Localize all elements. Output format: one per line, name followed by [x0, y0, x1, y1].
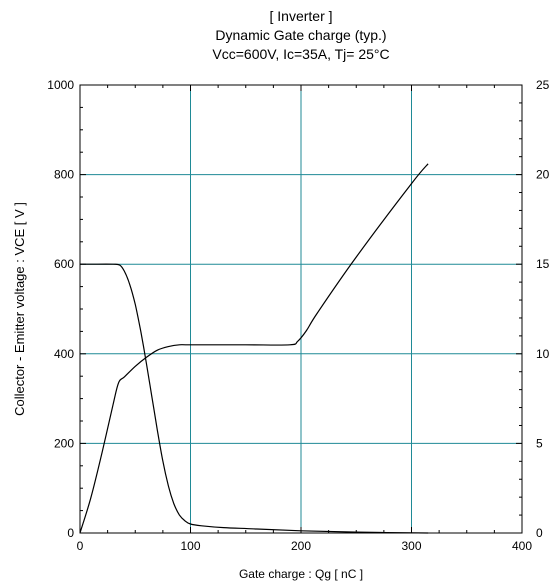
y-tick-label: 600: [54, 257, 74, 271]
vce-curve: [80, 263, 429, 534]
y-tick-label: 200: [54, 436, 74, 450]
right-y-tick-label: 10: [536, 347, 550, 361]
right-y-tick-label: 20: [536, 168, 550, 182]
chart-title: [ Inverter ] Dynamic Gate charge (typ.) …: [212, 8, 389, 62]
x-tick-label: 100: [180, 539, 200, 553]
right-y-tick-label: 25: [536, 78, 550, 92]
x-tick-label: 400: [512, 539, 532, 553]
x-tick-label: 300: [401, 539, 421, 553]
y-tick-label: 400: [54, 347, 74, 361]
x-tick-label: 200: [291, 539, 311, 553]
x-axis-label: Gate charge : Qg [ nC ]: [239, 567, 363, 581]
title-line-2: Dynamic Gate charge (typ.): [215, 27, 386, 43]
y-tick-label: 800: [54, 168, 74, 182]
title-line-1: [ Inverter ]: [269, 8, 332, 24]
right-y-tick-label: 0: [536, 526, 543, 540]
x-tick-labels: 0 100 200 300 400: [77, 539, 533, 553]
right-y-tick-label: 5: [536, 436, 543, 450]
series-lines: [79, 163, 429, 534]
y-tick-labels: 0 200 400 600 800 1000: [47, 78, 74, 540]
vge-curve: [79, 163, 429, 534]
plot-frame: [79, 84, 523, 534]
right-y-tick-label: 15: [536, 257, 550, 271]
x-tick-label: 0: [77, 539, 84, 553]
y-tick-label: 1000: [47, 78, 74, 92]
title-line-3: Vcc=600V, Ic=35A, Tj= 25°C: [212, 46, 389, 62]
right-y-tick-labels: 0 5 10 15 20 25: [536, 78, 550, 540]
y-axis-label: Collector - Emitter voltage : VCE [ V ]: [12, 202, 27, 416]
y-tick-label: 0: [67, 526, 74, 540]
gridlines: [80, 85, 522, 533]
